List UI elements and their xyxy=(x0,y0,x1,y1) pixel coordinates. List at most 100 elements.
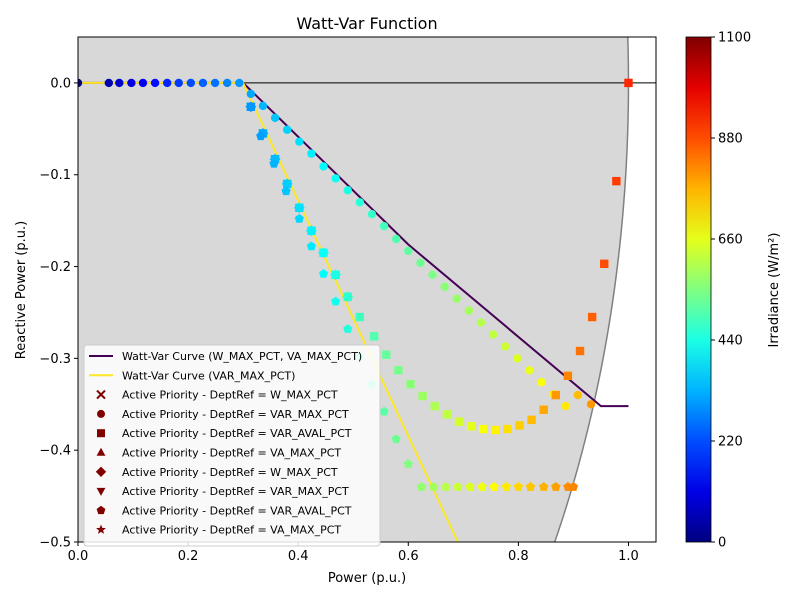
data-point xyxy=(391,234,401,244)
data-point xyxy=(403,459,413,468)
data-point xyxy=(331,174,340,183)
data-point xyxy=(281,186,291,196)
legend-swatch-diamond xyxy=(95,466,107,477)
y-tick-label: −0.4 xyxy=(39,444,71,459)
data-point xyxy=(210,78,220,88)
x-tick-label: 0.8 xyxy=(508,549,529,564)
data-point xyxy=(222,78,232,88)
data-point xyxy=(586,400,596,409)
data-point xyxy=(306,227,317,236)
data-point xyxy=(115,78,124,88)
colorbar-ticks: 0 220 440 660 880 1100 xyxy=(711,31,751,551)
x-axis-label: Power (p.u.) xyxy=(328,571,406,586)
legend-entry: Active Priority - DeptRef = W_MAX_PCT xyxy=(96,389,338,402)
data-point xyxy=(269,158,279,168)
data-point xyxy=(306,241,316,251)
data-point xyxy=(318,269,329,278)
y-tick-label: −0.3 xyxy=(39,352,71,367)
colorbar-tick-label: 220 xyxy=(718,435,743,450)
data-point xyxy=(404,246,413,256)
data-point xyxy=(488,330,498,339)
data-point xyxy=(539,405,548,414)
data-point xyxy=(406,379,415,389)
data-point xyxy=(294,213,304,223)
data-point xyxy=(488,481,500,492)
data-point xyxy=(478,424,488,434)
chart-title: Watt-Var Function xyxy=(296,14,437,33)
data-point xyxy=(256,131,266,141)
data-point xyxy=(295,137,304,146)
x-tick-label: 1.0 xyxy=(618,549,639,564)
data-point xyxy=(452,294,461,303)
colorbar-label-text: Irradiance xyxy=(767,282,782,347)
y-axis: 0.0 −0.1 −0.2 −0.3 −0.4 −0.5 xyxy=(39,76,78,551)
data-point xyxy=(440,282,449,291)
data-point xyxy=(466,422,476,431)
data-point xyxy=(440,481,451,492)
data-point xyxy=(282,180,292,189)
data-point xyxy=(561,401,570,411)
data-point xyxy=(538,481,549,492)
legend-entry: Active Priority - DeptRef = VA_MAX_PCT xyxy=(96,447,341,460)
data-point xyxy=(246,103,256,112)
series-circle-var-max-pct xyxy=(78,78,596,411)
data-point xyxy=(428,481,439,492)
data-point xyxy=(331,271,341,280)
legend-entry: Active Priority - DeptRef = VAR_MAX_PCT xyxy=(96,485,349,498)
data-point xyxy=(138,78,148,88)
colorbar-tick-label: 1100 xyxy=(718,31,751,46)
data-point xyxy=(391,434,401,444)
legend-swatch-star xyxy=(96,524,106,534)
data-point xyxy=(318,249,329,258)
legend-entry-label: Active Priority - DeptRef = VA_MAX_PCT xyxy=(122,524,341,537)
data-point xyxy=(525,366,534,375)
data-point xyxy=(104,78,114,88)
data-point xyxy=(476,318,486,327)
data-point xyxy=(464,481,476,492)
legend-entry: Watt-Var Curve (VAR_MAX_PCT) xyxy=(89,369,295,382)
colorbar-tick-label: 660 xyxy=(718,233,743,248)
legend-swatch-triangle-down xyxy=(96,487,106,496)
legend-entry: Active Priority - DeptRef = VAR_MAX_PCT xyxy=(97,408,349,421)
colorbar-tick-label: 440 xyxy=(718,334,743,349)
legend: Watt-Var Curve (W_MAX_PCT, VA_MAX_PCT) Wa… xyxy=(83,344,381,547)
legend-swatch-square xyxy=(97,429,105,438)
data-point xyxy=(452,481,464,492)
data-point xyxy=(430,401,439,411)
data-point xyxy=(355,312,365,322)
legend-entry-label: Active Priority - DeptRef = VAR_AVAL_PCT xyxy=(122,504,352,517)
legend-entry-label: Watt-Var Curve (VAR_MAX_PCT) xyxy=(122,369,295,382)
data-point xyxy=(331,296,341,306)
data-point xyxy=(573,390,583,400)
data-point xyxy=(369,332,379,341)
data-point xyxy=(307,149,316,158)
colorbar-label-units: (W/m²) xyxy=(767,233,782,278)
legend-swatch-triangle-up xyxy=(96,447,106,456)
series-star-va-max-pct xyxy=(416,481,579,492)
data-point xyxy=(367,210,377,219)
data-point xyxy=(416,258,425,268)
legend-entry: Active Priority - DeptRef = VAR_AVAL_PCT xyxy=(97,427,352,440)
data-point xyxy=(491,425,500,435)
data-point xyxy=(394,366,403,375)
x-axis: 0.0 0.2 0.4 0.6 0.8 1.0 xyxy=(68,542,639,564)
legend-swatch-x xyxy=(96,389,106,400)
data-point xyxy=(575,346,585,356)
data-point xyxy=(78,78,83,88)
legend-entry-label: Active Priority - DeptRef = VAR_MAX_PCT xyxy=(122,408,349,421)
data-point xyxy=(127,78,136,88)
data-point xyxy=(294,204,304,213)
legend-entry: Active Priority - DeptRef = W_MAX_PCT xyxy=(95,466,338,479)
data-point xyxy=(379,406,389,416)
data-point xyxy=(550,481,562,492)
data-point xyxy=(525,481,536,492)
data-point xyxy=(442,410,452,419)
legend-swatch-pentagon xyxy=(96,505,106,515)
data-point xyxy=(464,306,474,315)
data-point xyxy=(198,78,208,88)
data-point xyxy=(150,78,160,88)
y-axis-label: Reactive Power (p.u.) xyxy=(14,221,29,359)
data-point xyxy=(282,125,292,134)
data-point xyxy=(587,312,597,322)
